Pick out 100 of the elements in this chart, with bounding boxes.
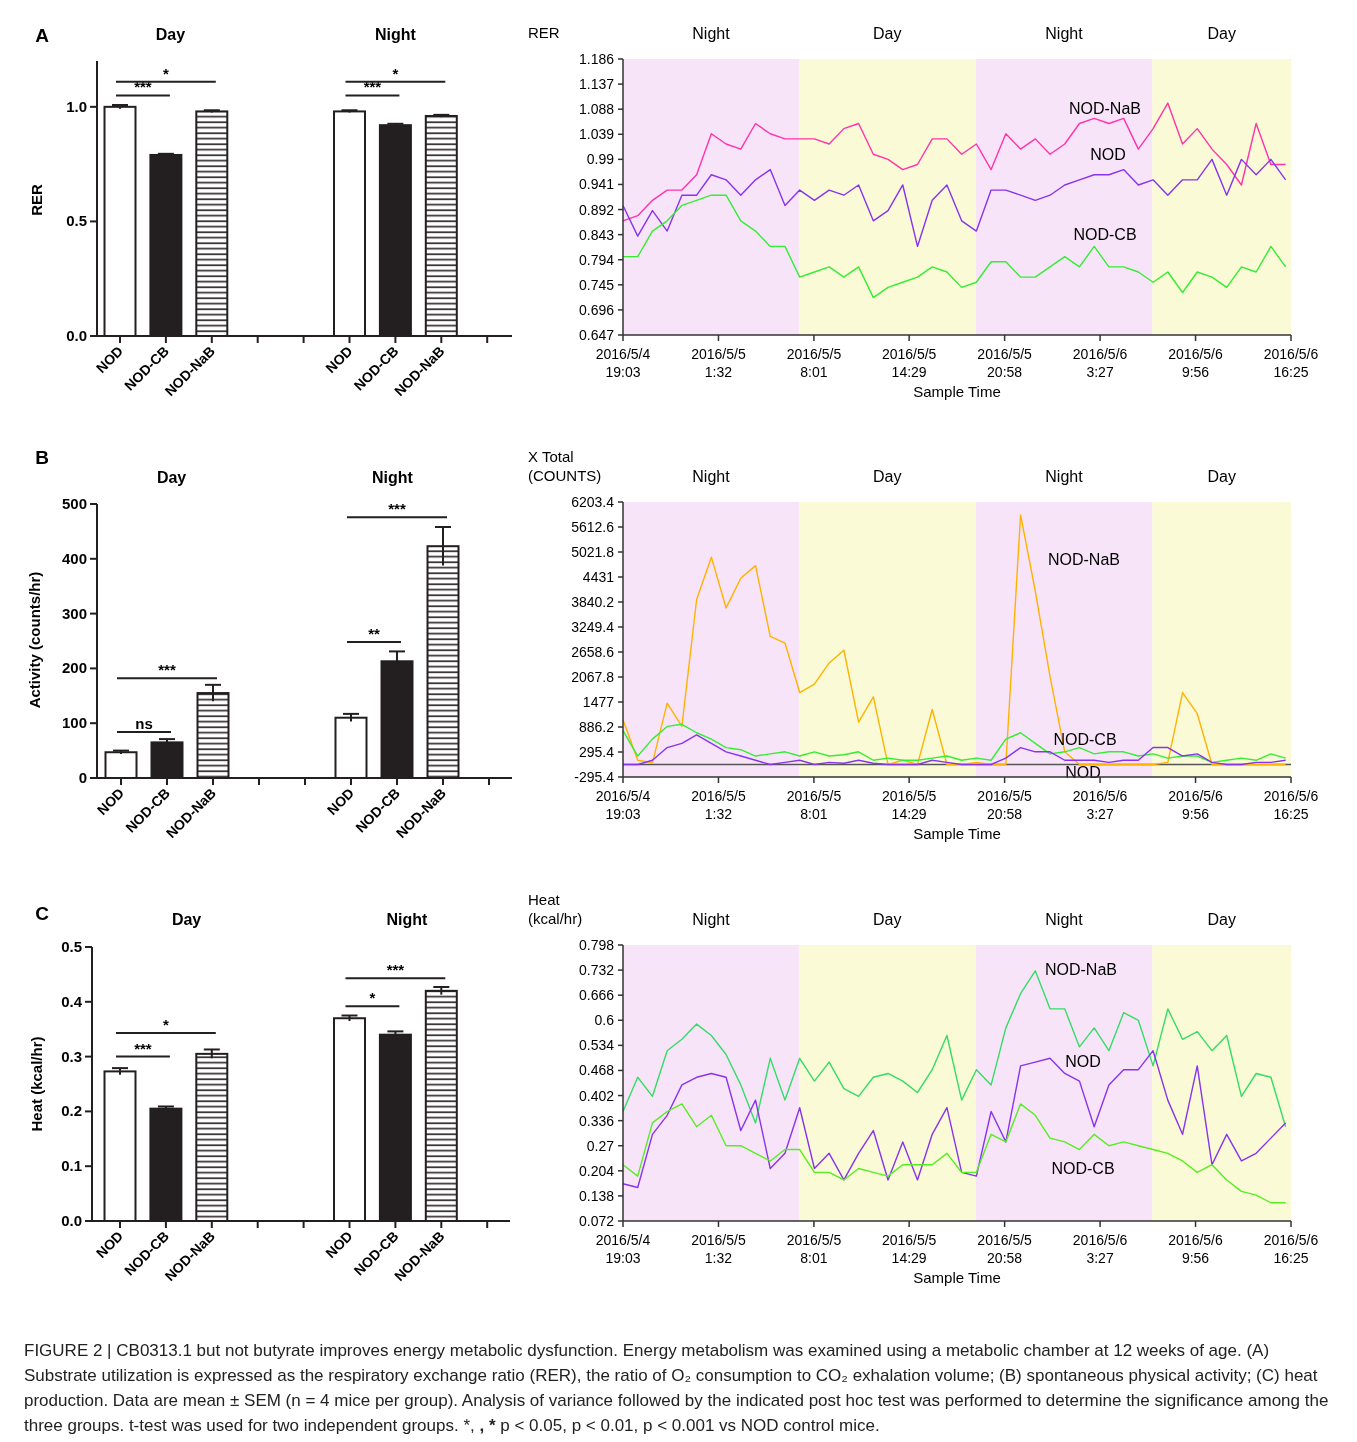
x-tick-label: 2016/5/5 20:58	[977, 1232, 1033, 1266]
y-tick-label: 0.1	[61, 1157, 82, 1175]
y-tick-label: 0.745	[578, 276, 615, 293]
y-tick-label: 0.336	[578, 1112, 615, 1129]
x-tick-label: 2016/5/4 19:03	[595, 1232, 651, 1266]
x-tick-label: 2016/5/5 1:32	[691, 788, 746, 822]
line-series	[622, 102, 1287, 222]
y-tick-label: 0	[78, 769, 87, 786]
y-tick-label: 0.647	[578, 327, 615, 343]
y-tick-label: 1477	[582, 694, 615, 710]
x-tick-label: 2016/5/5 20:58	[977, 788, 1033, 822]
y-tick-label: 200	[61, 659, 87, 677]
band-label: Day	[873, 468, 902, 485]
x-axis-title: Sample Time	[913, 825, 1001, 842]
y-tick-label: 500	[61, 495, 87, 512]
y-tick-label: 886.2	[578, 719, 615, 735]
x-tick-label: 2016/5/5 8:01	[786, 346, 842, 380]
x-tick-label: 2016/5/5 20:58	[977, 346, 1033, 380]
y-tick-label: 0.534	[578, 1037, 615, 1054]
line-series	[622, 1103, 1287, 1204]
x-tick-label: 2016/5/6 9:56	[1168, 788, 1223, 822]
chart-title: A	[35, 25, 50, 46]
x-tick-label: 2016/5/6 16:25	[1263, 788, 1319, 822]
band-label: Day	[1207, 25, 1236, 42]
y-tick-label: 0.696	[578, 301, 615, 318]
line-series	[622, 194, 1287, 299]
x-tick-label: 2016/5/5 1:32	[691, 1232, 746, 1266]
band-label: Night	[692, 468, 731, 485]
text: Night	[374, 26, 417, 43]
line-series	[622, 1049, 1287, 1189]
x-tick-label: 2016/5/6 9:56	[1168, 346, 1223, 380]
y-tick-label: 0.99	[586, 151, 615, 168]
text: Day	[155, 26, 186, 43]
y-tick-label: 1.039	[578, 126, 615, 143]
x-tick-label: 2016/5/6 3:27	[1072, 788, 1128, 822]
y-tick-label: 0.843	[578, 226, 615, 243]
y-tick-label: -295.4	[574, 769, 615, 785]
y-tick-label: 0.666	[578, 987, 615, 1004]
y-tick-label: 1.088	[578, 101, 615, 118]
y-tick-label: 0.4	[61, 992, 83, 1010]
x-tick-label: 2016/5/5 14:29	[881, 1232, 937, 1266]
band-label: Day	[873, 911, 902, 928]
y-tick-label: 0.892	[578, 201, 615, 218]
x-tick-label: 2016/5/5 8:01	[786, 1232, 842, 1266]
y-tick-label: 0.941	[578, 176, 615, 193]
y-tick-label: 0.3	[61, 1047, 82, 1065]
annotation: ***	[134, 78, 152, 96]
band-label: Night	[1045, 25, 1084, 42]
annotation: ***	[388, 500, 406, 518]
y-tick-label: 4431	[582, 569, 615, 585]
y-tick-label: 1.0	[66, 97, 87, 115]
y-tick-label: 0.5	[61, 938, 82, 955]
y-tick-label: 0.2	[61, 1102, 82, 1120]
x-tick-label: 2016/5/5 14:29	[881, 346, 937, 380]
y-tick-label: 3249.4	[571, 619, 615, 635]
y-axis-title: Heat (kcal/hr)	[28, 1036, 45, 1132]
text: Night	[386, 911, 428, 928]
y-tick-label: 0.732	[578, 962, 615, 979]
band-label: Night	[1045, 911, 1084, 928]
annotation: *	[369, 989, 376, 1007]
annotation: ***	[386, 961, 405, 979]
annotation: *	[162, 64, 169, 82]
annotation: **	[368, 625, 380, 643]
band-label: Night	[692, 911, 731, 928]
y-tick-label: 0.27	[586, 1137, 615, 1154]
y-tick-label: 1.137	[578, 76, 615, 93]
band-label: Day	[1207, 911, 1236, 928]
y-axis-title: RER	[528, 24, 560, 41]
y-tick-label: 100	[61, 714, 87, 732]
text: Day	[171, 911, 202, 928]
line-series	[622, 158, 1287, 248]
y-tick-label: 295.4	[578, 744, 615, 760]
y-tick-label: 5021.8	[571, 544, 615, 560]
chart-title: C	[35, 903, 50, 924]
x-tick-label: 2016/5/4 19:03	[595, 788, 651, 822]
x-tick-label: 2016/5/6 3:27	[1072, 1232, 1128, 1266]
y-axis-title: Activity (counts/hr)	[26, 571, 43, 709]
series-label: NOD-NaB	[1047, 551, 1121, 568]
y-tick-label: 2658.6	[571, 644, 615, 660]
y-tick-label: 300	[61, 604, 87, 622]
annotation: ns	[135, 714, 153, 732]
line-series	[622, 723, 1287, 764]
y-tick-label: 0.0	[61, 1212, 82, 1229]
series-label: NOD-NaB	[1044, 961, 1118, 978]
y-tick-label: 6203.4	[571, 494, 615, 510]
x-tick-label: 2016/5/6 9:56	[1168, 1232, 1223, 1266]
x-tick-label: 2016/5/5 14:29	[881, 788, 937, 822]
annotation: *	[392, 64, 399, 82]
series-label: NOD	[1065, 1053, 1101, 1070]
x-tick-label: 2016/5/6 16:25	[1263, 1232, 1319, 1266]
x-axis-title: Sample Time	[913, 1269, 1001, 1286]
x-tick-label: 2016/5/6 16:25	[1263, 346, 1319, 380]
chart-title: B	[35, 447, 49, 468]
y-tick-label: 3840.2	[571, 594, 615, 610]
series-label: NOD	[1090, 146, 1126, 163]
y-tick-label: 0.5	[66, 212, 87, 230]
annotation: ***	[134, 1039, 152, 1057]
text: Night	[371, 469, 414, 486]
text: Day	[156, 469, 187, 486]
x-tick-label: 2016/5/5 8:01	[786, 788, 842, 822]
